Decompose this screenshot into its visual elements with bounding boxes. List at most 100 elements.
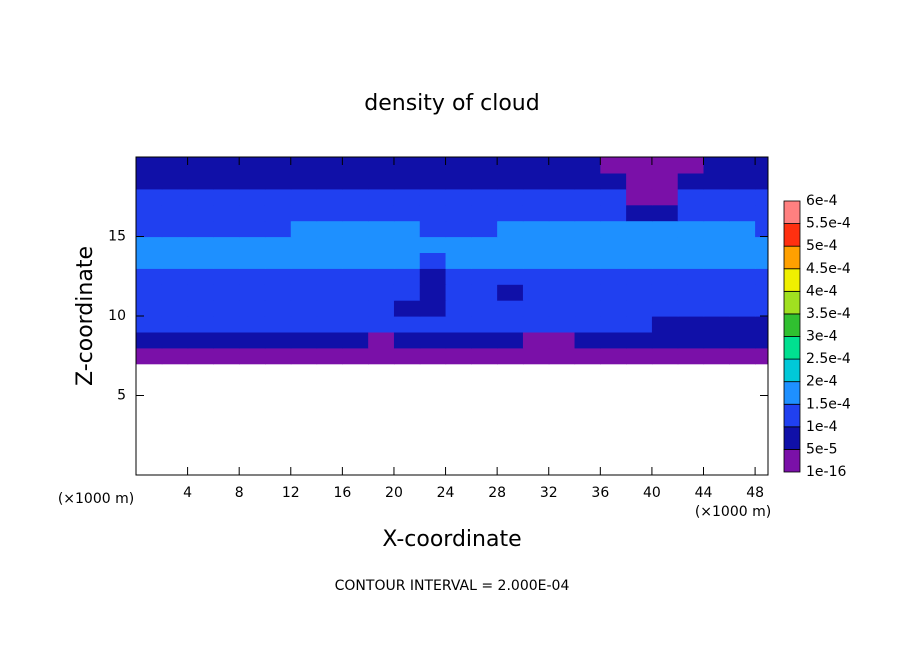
contour-cell [368,268,395,285]
contour-cell [497,220,524,238]
contour-cell [626,172,653,190]
contour-cell [471,284,498,301]
contour-cell [729,220,756,238]
contour-cell [342,284,369,301]
x-tick-label: 24 [437,485,455,501]
contour-cell [626,252,653,269]
x-tick-label: 36 [591,485,609,501]
contour-cell [239,316,266,333]
colorbar-label: 5.5e-4 [806,216,851,232]
contour-cell [136,204,163,222]
contour-cell [522,220,550,238]
contour-cell [445,157,472,174]
contour-cell [548,236,576,253]
contour-cell [187,157,214,174]
contour-cell [136,331,163,349]
contour-cell [574,157,601,174]
contour-cell [368,204,395,222]
contour-cell [419,236,447,253]
contour-cell [316,300,343,317]
contour-cell [419,157,447,174]
contour-cell [471,220,498,238]
contour-cell [729,268,756,285]
contour-cell [729,172,756,190]
contour-cell [419,252,447,269]
contour-cell [213,220,240,238]
contour-cell [677,157,705,174]
contour-cell [419,172,447,190]
contour-cell [290,252,318,269]
contour-cell [393,157,421,174]
contour-cell [574,172,601,190]
contour-cell [213,284,240,301]
contour-cell [342,172,369,190]
contour-cell [548,157,576,174]
contour-cell [393,188,421,206]
contour-cell [368,157,395,174]
contour-cell [497,347,524,365]
contour-cell [445,284,472,301]
contour-cell [445,331,472,349]
contour-cell [574,316,601,333]
contour-cell [419,284,447,301]
colorbar-label: 6e-4 [806,193,838,209]
contour-cell [187,236,214,253]
contour-cell [471,268,498,285]
contour-cell [393,252,421,269]
contour-cell [703,188,730,206]
contour-cell [471,157,498,174]
contour-cell [136,316,163,333]
contour-cell [161,172,189,190]
footer: CONTOUR INTERVAL = 2.000E-04 [335,578,570,594]
contour-cell [136,157,163,174]
contour-cell [239,331,266,349]
contour-cell [161,300,189,317]
contour-cell [342,316,369,333]
contour-cell [316,284,343,301]
contour-cell [600,236,627,253]
contour-cell [729,347,756,365]
contour-cell [213,268,240,285]
colorbar-label: 1.5e-4 [806,396,851,412]
contour-cell [651,252,679,269]
contour-cell [497,204,524,222]
contour-cell [755,220,768,238]
x-tick-label: 32 [540,485,558,501]
contour-cell [264,252,292,269]
contour-cell [239,236,266,253]
contour-cell [651,331,679,349]
contour-cell [342,300,369,317]
y-axis-label: Z-coordinate [73,246,98,386]
contour-cell [626,347,653,365]
contour-cell [445,220,472,238]
contour-cell [677,172,705,190]
contour-cell [342,204,369,222]
contour-cell [471,316,498,333]
contour-cell [213,347,240,365]
contour-cell [161,220,189,238]
colorbar-label: 4.5e-4 [806,261,851,277]
contour-cell [703,236,730,253]
colorbar-box [783,336,801,360]
contour-cell [703,220,730,238]
contour-cell [755,300,768,317]
contour-cell [187,300,214,317]
contour-cell [548,347,576,365]
contour-cell [626,188,653,206]
contour-cell [755,204,768,222]
colorbar-label: 2e-4 [806,374,838,390]
contour-cell [213,316,240,333]
contour-cell [136,347,163,365]
contour-cell [136,300,163,317]
contour-cell [264,172,292,190]
contour-cell [651,316,679,333]
contour-cell [161,268,189,285]
contour-cell [187,331,214,349]
contour-cell [626,236,653,253]
contour-cell [239,157,266,174]
contour-cell [626,157,653,174]
contour-cell [755,172,768,190]
contour-cell [471,188,498,206]
contour-cell [574,220,601,238]
contour-cell [471,300,498,317]
